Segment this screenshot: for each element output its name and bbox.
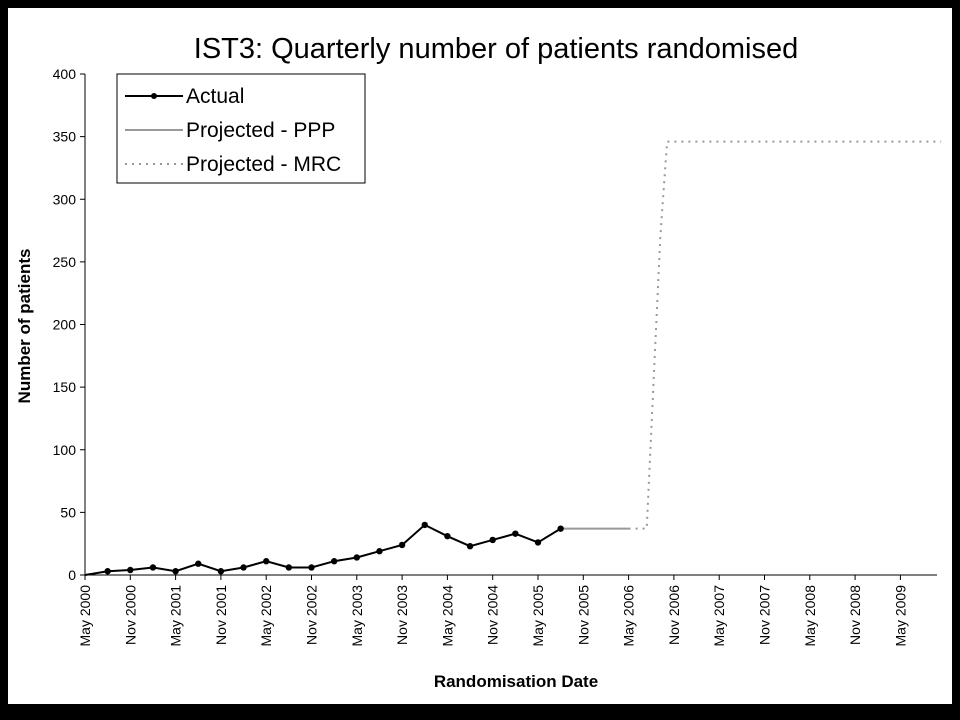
axes: 0 50 100 150 200 250 300 350 400 May 2000 Nov 2000… [53, 66, 937, 646]
x-tick-label: May 2000 [77, 585, 93, 647]
legend-label-mrc: Projected - MRC [186, 153, 341, 176]
x-tick-label: Nov 2001 [213, 585, 229, 645]
chart-svg: IST3: Quarterly number of patients rando… [15, 33, 942, 691]
x-tick-label: May 2002 [258, 585, 274, 647]
legend-marker-actual [151, 93, 157, 99]
data-point-actual [534, 539, 542, 546]
y-tick-label: 150 [53, 379, 77, 395]
x-tick-label: Nov 2004 [485, 585, 501, 645]
legend-label-actual: Actual [186, 85, 244, 108]
data-point-actual [308, 564, 315, 571]
y-tick-label: 0 [68, 567, 76, 583]
x-tick-label: Nov 2002 [304, 585, 320, 645]
series-layer [84, 140, 942, 576]
data-point-actual [149, 564, 157, 571]
legend: Actual Projected - PPP Projected - MRC [116, 73, 366, 184]
legend-box [116, 73, 366, 184]
data-point-actual [330, 558, 338, 565]
data-point-actual [512, 530, 519, 537]
y-tick-label: 300 [53, 191, 77, 207]
data-point-actual [217, 568, 225, 575]
x-tick-label: Nov 2005 [575, 585, 591, 645]
y-tick-label: 400 [53, 66, 77, 82]
y-tick-label: 50 [60, 504, 76, 520]
x-tick-label: May 2005 [530, 585, 546, 647]
x-tick-label: Nov 2000 [122, 585, 138, 645]
data-point-actual [421, 521, 428, 529]
y-tick-label: 250 [53, 254, 77, 270]
data-point-actual [398, 541, 406, 549]
x-tick-label: May 2007 [711, 585, 727, 647]
y-tick-label: 100 [53, 442, 77, 458]
y-tick-label: 200 [53, 317, 77, 333]
x-tick-label: Nov 2006 [666, 585, 682, 645]
data-point-actual [285, 564, 293, 571]
y-axis-title: Number of patients [15, 249, 34, 404]
x-tick-label: Nov 2007 [757, 585, 773, 645]
x-axis-title: Randomisation Date [434, 672, 598, 691]
y-tick-label: 350 [53, 129, 77, 145]
legend-label-ppp: Projected - PPP [186, 119, 335, 142]
chart-frame: IST3: Quarterly number of patients rando… [8, 8, 952, 704]
data-point-actual [353, 554, 360, 561]
data-point-actual [444, 532, 451, 540]
x-tick-label: Nov 2003 [394, 585, 410, 645]
data-point-actual [263, 558, 270, 565]
x-tick-label: Nov 2008 [847, 585, 863, 645]
data-point-actual [376, 548, 383, 555]
chart-title: IST3: Quarterly number of patients rando… [194, 33, 798, 65]
x-tick-label: May 2001 [168, 585, 184, 647]
x-tick-label: May 2009 [892, 585, 908, 647]
series-line-actual [84, 523, 562, 576]
data-point-actual [172, 568, 179, 575]
data-point-actual [127, 566, 134, 574]
data-point-actual [557, 525, 564, 532]
data-point-actual [489, 536, 496, 544]
data-point-actual [195, 560, 202, 567]
data-point-actual [466, 542, 474, 550]
data-point-actual [104, 568, 111, 575]
x-tick-label: May 2003 [349, 585, 365, 647]
x-tick-label: May 2008 [802, 585, 818, 647]
x-tick-label: May 2004 [439, 585, 455, 647]
data-point-actual [240, 564, 247, 571]
x-tick-label: May 2006 [621, 585, 637, 647]
series-line-projected-mrc [628, 140, 942, 530]
